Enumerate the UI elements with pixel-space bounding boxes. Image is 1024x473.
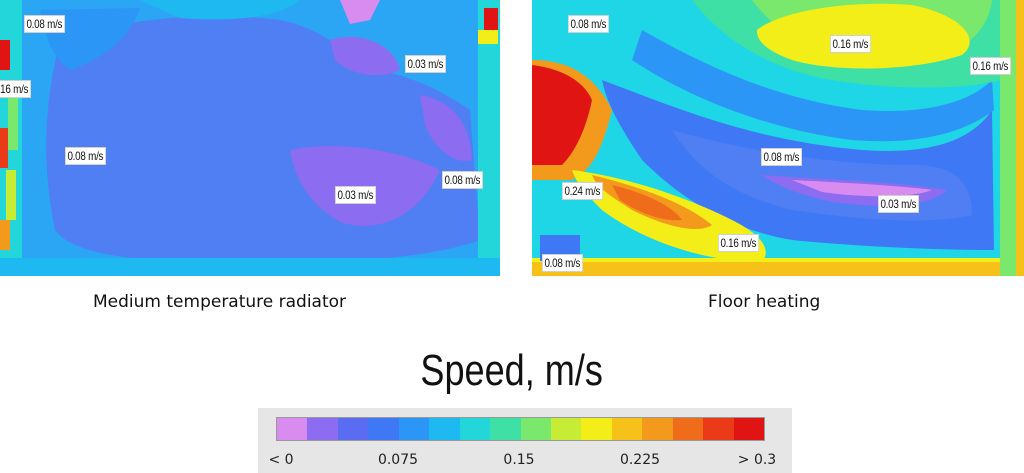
- colorbar-tick-label: 0.225: [619, 452, 661, 468]
- colorbar-segment: [733, 418, 764, 440]
- colorbar-tick-label: > 0.3: [737, 452, 777, 468]
- colorbar-segment: [611, 418, 643, 440]
- floor-heating-contour-plot: [532, 0, 1024, 276]
- colorbar-tick-label: 0.075: [377, 452, 419, 468]
- colorbar-segment: [550, 418, 582, 440]
- speed-label: 0.08 m/s: [442, 171, 483, 189]
- colorbar-segment: [672, 418, 704, 440]
- speed-label: 0.16 m/s: [0, 80, 31, 98]
- colorbar-segment: [429, 418, 460, 440]
- speed-label: 0.16 m/s: [830, 35, 871, 53]
- colorbar-segment: [703, 418, 734, 440]
- colorbar-segment: [581, 418, 612, 440]
- speed-label: 0.08 m/s: [568, 15, 609, 33]
- colorbar-tick-label: < 0: [268, 452, 294, 468]
- radiator-contour-plot: [0, 0, 500, 276]
- speed-label: 0.08 m/s: [761, 148, 802, 166]
- speed-label: 0.16 m/s: [970, 57, 1011, 75]
- speed-label: 0.03 m/s: [878, 195, 919, 213]
- colorbar-segment: [307, 418, 338, 440]
- colorbar-segment: [277, 418, 308, 440]
- speed-label: 0.08 m/s: [24, 15, 65, 33]
- radiator-flow-map: 0.08 m/s 0.03 m/s 0.16 m/s 0.08 m/s 0.03…: [0, 0, 500, 276]
- speed-label: 0.08 m/s: [65, 147, 106, 165]
- colorbar-segment: [337, 418, 369, 440]
- colorbar-segment: [459, 418, 491, 440]
- speed-label: 0.24 m/s: [562, 182, 603, 200]
- colorbar-tick-label: 0.15: [503, 452, 535, 468]
- legend-title: Speed, m/s: [420, 346, 603, 395]
- speed-label: 0.03 m/s: [335, 186, 376, 204]
- speed-label: 0.16 m/s: [718, 234, 759, 252]
- radiator-caption: Medium temperature radiator: [93, 292, 347, 312]
- colorbar-segment: [520, 418, 551, 440]
- speed-label: 0.08 m/s: [542, 254, 583, 272]
- colorbar-segment: [642, 418, 673, 440]
- floor-heating-caption: Floor heating: [708, 292, 821, 312]
- floor-heating-flow-map: 0.08 m/s 0.16 m/s 0.16 m/s 0.08 m/s 0.24…: [532, 0, 1024, 276]
- colorbar-segment: [368, 418, 399, 440]
- colorbar-segment: [398, 418, 430, 440]
- speed-colorbar: [276, 417, 765, 441]
- speed-label: 0.03 m/s: [405, 55, 446, 73]
- colorbar-segment: [490, 418, 521, 440]
